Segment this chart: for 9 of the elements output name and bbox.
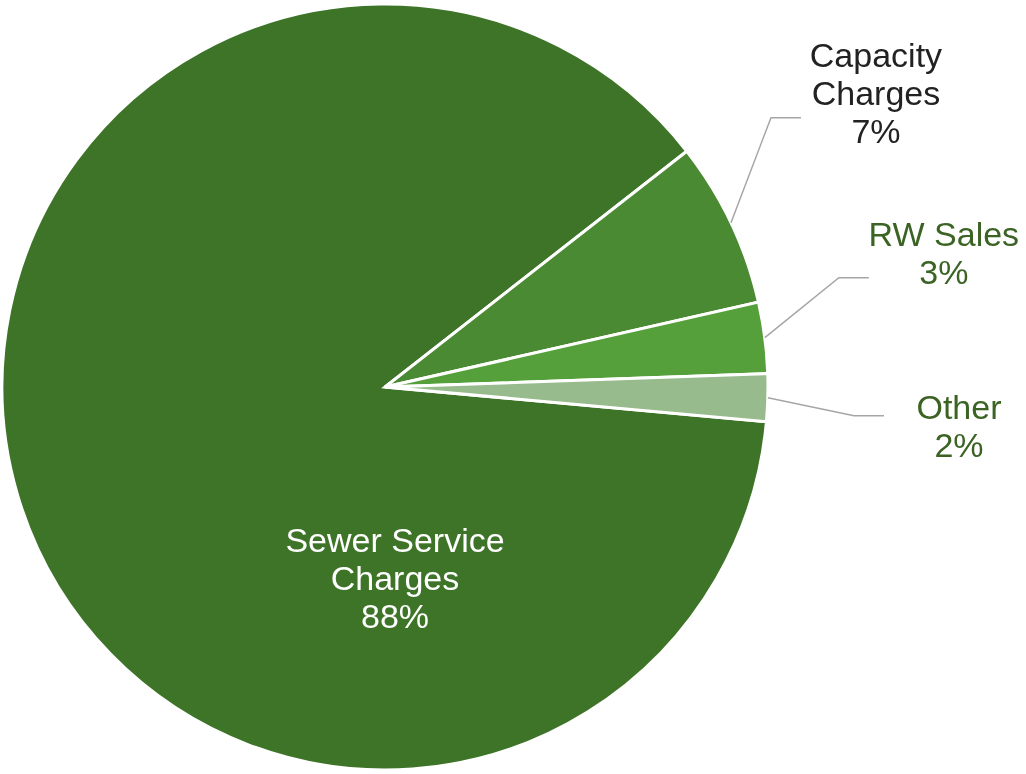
data-label: 3% — [919, 252, 969, 291]
data-label: 2% — [934, 425, 984, 464]
slice-label: RW Sales — [868, 214, 1020, 253]
slice-label: Capacity Charges — [809, 35, 943, 112]
slice-label: Other — [916, 387, 1002, 426]
data-label: 88% — [360, 597, 430, 636]
data-label: 7% — [851, 111, 901, 150]
pie-slice — [0, 2, 768, 771]
slice-label: Sewer Service Charges — [285, 521, 505, 598]
